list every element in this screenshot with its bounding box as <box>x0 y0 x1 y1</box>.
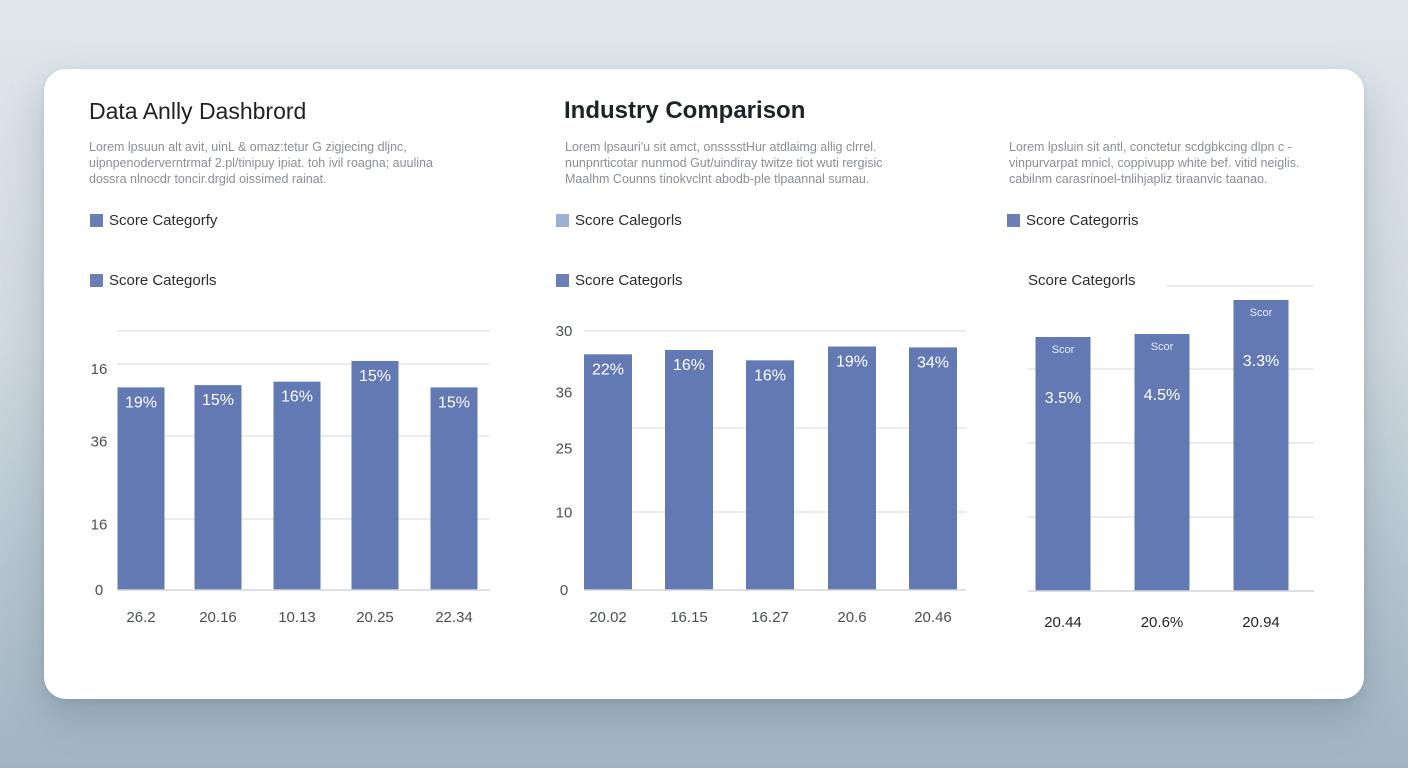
legend-label: Score Calegorls <box>575 212 682 229</box>
panel-1-description: Lorem lpsuun alt avit, uinL & omaz:tetur… <box>89 140 433 186</box>
panel-2-description: Lorem lpsauri'u sit amct, onsssstHur atd… <box>565 140 883 186</box>
x-tick-label: 20.94 <box>1242 614 1280 631</box>
legend-swatch-icon <box>556 274 569 287</box>
y-tick-label: 36 <box>556 384 573 401</box>
x-tick-label: 20.02 <box>589 609 627 626</box>
bar <box>746 360 794 590</box>
y-tick-label: 36 <box>91 434 108 451</box>
bar-value-label: 16% <box>673 357 705 374</box>
legend-label: Score Categorfy <box>109 212 218 229</box>
legend-swatch-icon <box>1007 214 1020 227</box>
bar-value-label: 15% <box>359 368 391 385</box>
bar-sublabel: Scor <box>1052 344 1075 356</box>
panel-2-legend-item-1[interactable]: Score Calegorls <box>556 212 682 229</box>
bar-value-label: 4.5% <box>1144 387 1180 404</box>
bar <box>665 349 713 590</box>
x-tick-label: 26.2 <box>126 609 155 626</box>
bar-sublabel: Scor <box>1151 341 1174 353</box>
y-tick-label: 16 <box>91 516 108 533</box>
x-tick-label: 16.27 <box>751 609 789 626</box>
bar <box>1233 300 1289 591</box>
chart-data-analysis: 16 36 16 0 19% 26.2 15% 20.16 16% 10.13 15% 20.25 15… <box>91 330 490 626</box>
panel-2-legend-item-2[interactable]: Score Categorls <box>556 272 683 289</box>
x-tick-label: 10.13 <box>278 609 316 626</box>
bar-value-label: 19% <box>125 394 157 411</box>
bar <box>273 381 321 590</box>
y-tick-label: 10 <box>556 504 573 521</box>
chart-industry-comparison: 30 36 25 10 0 22% 20.02 16% 16.15 16% 16.27 19% 20.6… <box>556 323 966 626</box>
panel-1-legend-item-1[interactable]: Score Categorfy <box>90 212 217 229</box>
bar-value-label: 34% <box>917 354 949 371</box>
bar <box>430 387 478 590</box>
legend-swatch-icon <box>90 214 103 227</box>
panel-3-description: Lorem lpsluin sit antl, conctetur scdgbk… <box>1009 140 1300 186</box>
bar <box>1035 337 1091 591</box>
y-tick-label: 0 <box>560 582 568 599</box>
legend-swatch-icon <box>90 274 103 287</box>
bar <box>194 385 242 590</box>
x-tick-label: 20.44 <box>1044 614 1082 631</box>
x-tick-label: 16.15 <box>670 609 708 626</box>
bar <box>584 354 632 590</box>
chart-score-categories: Scor 3.5% 20.44 Scor 4.5% 20.6% Scor 3.3% 20.94 <box>1028 285 1314 631</box>
bar-value-label: 16% <box>281 389 313 406</box>
x-tick-label: 20.16 <box>199 609 237 626</box>
bar-value-label: 3.5% <box>1045 390 1081 407</box>
y-tick-label: 0 <box>95 582 103 599</box>
x-tick-label: 22.34 <box>435 609 473 626</box>
legend-label: Score Categorris <box>1026 212 1139 229</box>
y-tick-label: 16 <box>91 361 108 378</box>
bar <box>1134 334 1190 591</box>
bar-sublabel: Scor <box>1250 307 1273 319</box>
bar-value-label: 19% <box>836 354 868 371</box>
bar-value-label: 3.3% <box>1243 353 1279 370</box>
bar-value-label: 22% <box>592 361 624 378</box>
y-tick-label: 25 <box>556 440 573 457</box>
bar <box>909 347 957 590</box>
panel-1-title: Data Anlly Dashbrord <box>89 98 307 124</box>
legend-label: Score Categorls <box>109 272 217 289</box>
bar-value-label: 15% <box>438 394 470 411</box>
panel-1-legend-item-2[interactable]: Score Categorls <box>90 272 217 289</box>
bar <box>351 360 399 590</box>
x-tick-label: 20.25 <box>356 609 394 626</box>
bar-value-label: 16% <box>754 367 786 384</box>
bar <box>117 387 165 590</box>
bar-value-label: 15% <box>202 392 234 409</box>
x-tick-label: 20.6% <box>1141 614 1184 631</box>
panel-2-title: Industry Comparison <box>564 97 806 124</box>
panel-3-legend-item-1[interactable]: Score Categorris <box>1007 212 1139 229</box>
panel-3-subheading: Score Categorls <box>1028 272 1136 289</box>
x-tick-label: 20.6 <box>837 609 866 626</box>
x-tick-label: 20.46 <box>914 609 952 626</box>
legend-label: Score Categorls <box>575 272 683 289</box>
y-tick-label: 30 <box>556 323 573 340</box>
bar <box>828 346 876 590</box>
legend-swatch-icon <box>556 214 569 227</box>
